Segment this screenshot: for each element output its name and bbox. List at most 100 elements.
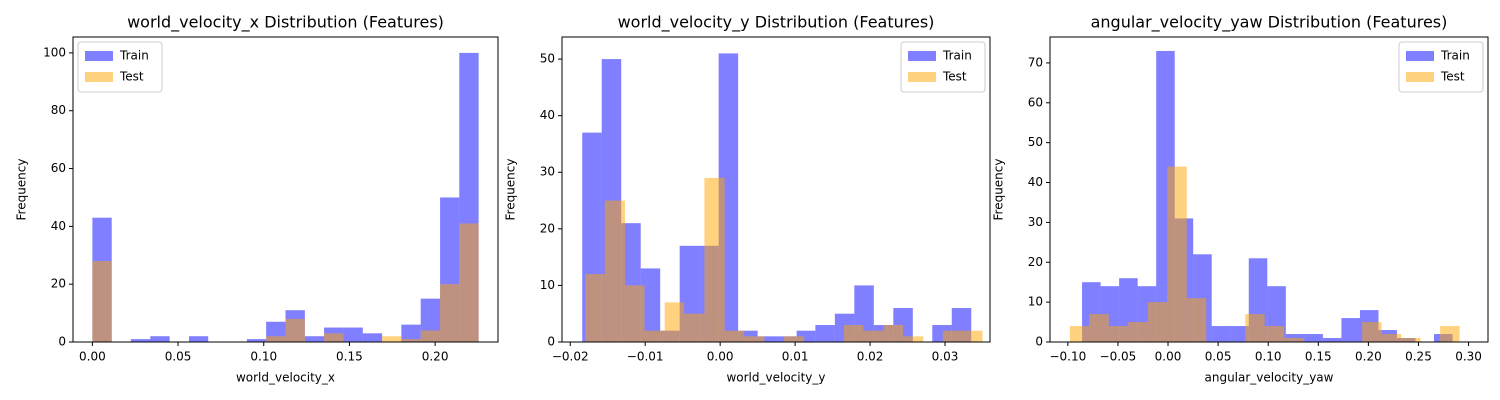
legend-swatch [908,51,936,61]
chart-title: world_velocity_x Distribution (Features) [127,13,444,33]
histogram-bar [401,324,421,342]
histogram-bar [863,330,884,342]
x-tick-label: 0.01 [782,350,809,364]
histogram-bar [1167,166,1187,342]
x-tick-label: 0.03 [932,350,959,364]
histogram-bar [724,330,745,342]
histogram-bar [585,274,605,342]
legend: Train Test [900,41,986,93]
histogram-bar [1089,314,1109,342]
histogram-bar [1401,338,1421,342]
y-axis-label: Frequency [992,159,1006,221]
histogram-bar [266,336,286,342]
histogram-bar [150,336,170,342]
y-tick-label: 0 [58,335,66,349]
y-tick-label: 40 [1028,175,1043,189]
histogram-bar [684,313,705,342]
x-tick-label: 0.00 [1155,350,1182,364]
x-tick-label: 0.00 [707,350,734,364]
x-tick-label: −0.05 [1100,350,1137,364]
histogram-bar [783,336,805,342]
histogram-bar [1147,302,1168,342]
histogram-bar [664,302,685,342]
histogram-bar [1108,326,1129,342]
histogram-bar [92,261,112,342]
histogram-bar [420,330,441,342]
y-tick-label: 30 [540,165,555,179]
legend-swatch [85,51,113,61]
x-tick-label: 0.10 [1255,350,1282,364]
histogram-bar [1304,334,1323,342]
x-tick-label: 0.05 [1205,350,1232,364]
y-tick-label: 30 [1028,215,1043,229]
histogram-bar [843,325,864,342]
histogram-bar [362,333,383,342]
histogram-bar [1341,318,1360,342]
legend: Train Test [1398,41,1484,93]
x-tick-label: 0.00 [79,350,106,364]
y-tick-label: 10 [1028,295,1043,309]
histogram-bar [189,336,209,342]
x-axis-label: world_velocity_y [726,371,825,385]
legend-label: Test [942,70,967,84]
y-tick-label: 20 [1028,255,1043,269]
x-axis-label: world_velocity_x [236,371,335,385]
histogram-bar [883,325,904,342]
histogram-bar [644,330,665,342]
histogram-bar [343,327,363,342]
y-tick-label: 10 [540,278,555,292]
legend: Train Test [77,41,163,93]
y-axis-label: Frequency [504,159,518,221]
histogram-bar [1128,322,1148,342]
x-tick-label: 0.30 [1455,350,1482,364]
legend-label: Test [119,70,144,84]
histogram-bar [1186,298,1207,342]
histogram-bar [285,318,305,342]
y-tick-label: 80 [51,103,66,117]
histogram-bar [903,336,924,342]
y-tick-label: 70 [1028,55,1043,69]
y-tick-label: 20 [540,221,555,235]
chart-panel: 0.00 0.05 0.10 0.15 0.20 0 20 40 60 80 100 world_ve… [15,13,499,385]
histogram-bar [1362,322,1382,342]
y-tick-label: 40 [540,108,555,122]
y-tick-label: 100 [43,45,66,59]
histogram-bar [1069,326,1090,342]
histogram-bar [796,330,816,342]
histogram-bar [401,339,421,342]
histogram-bar [459,223,479,342]
histogram-bar [440,284,460,342]
histogram-bar [246,339,267,342]
histogram-bar [640,268,661,342]
plot-frame [561,36,991,343]
histogram-bar [1284,338,1304,342]
chart-title: angular_velocity_yaw Distribution (Featu… [1091,13,1448,33]
chart-panel: −0.02 −0.01 0.00 0.01 0.02 0.03 0 10 20 30 40 50 wor… [504,13,991,385]
y-tick-label: 60 [1028,95,1043,109]
chart-panel: −0.10 −0.05 0.00 0.05 0.10 0.15 0.20 0.25 0.30 0 1… [992,13,1489,385]
legend-label: Train [942,49,972,63]
x-tick-label: 0.15 [336,350,363,364]
x-tick-label: 0.20 [1355,350,1382,364]
chart-title: world_velocity_y Distribution (Features) [618,13,935,33]
legend-swatch [85,72,113,82]
y-tick-label: 60 [51,161,66,175]
x-tick-label: 0.05 [165,350,192,364]
histogram-bar [1440,326,1460,342]
histogram-bar [1322,338,1342,342]
y-tick-label: 0 [1035,335,1043,349]
legend-swatch [1406,51,1434,61]
x-tick-label: −0.01 [627,350,664,364]
plot-frame [72,36,499,343]
x-tick-label: −0.10 [1049,350,1086,364]
legend-label: Train [119,49,149,63]
plot-frame [1049,36,1489,343]
histogram-bar [624,285,645,342]
histogram-bar [942,330,964,342]
legend-swatch [908,72,936,82]
histogram-bar [744,336,765,342]
histogram-bar [604,200,625,342]
y-tick-label: 0 [547,335,555,349]
x-tick-label: 0.15 [1305,350,1332,364]
